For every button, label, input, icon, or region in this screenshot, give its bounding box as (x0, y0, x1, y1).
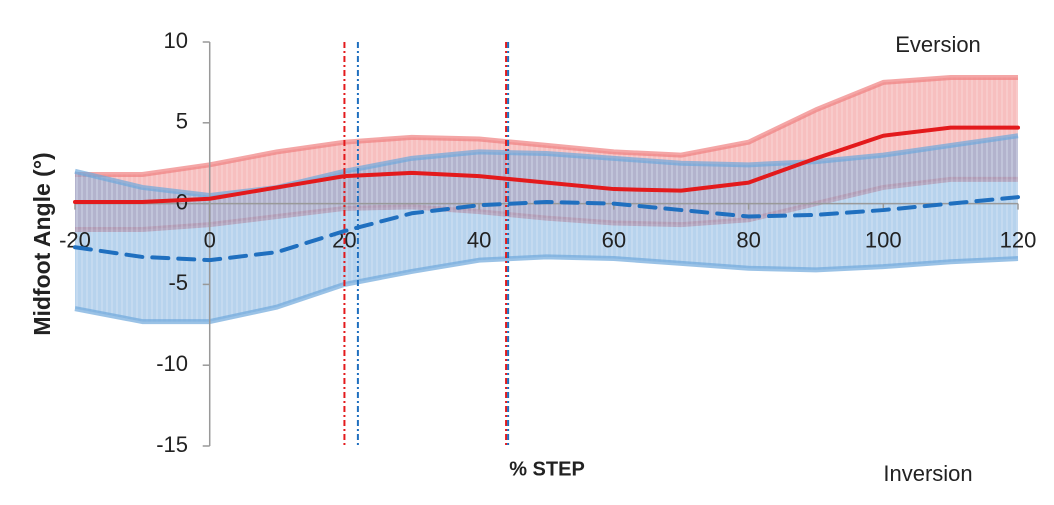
band-edge (74, 133, 1019, 199)
y-tick-label: -5 (168, 270, 188, 295)
x-tick-label: 80 (736, 227, 760, 252)
x-tick-label: 0 (204, 227, 216, 252)
annotation: Inversion (883, 461, 972, 486)
x-axis-label: % STEP (509, 458, 585, 480)
annotation: Eversion (895, 32, 981, 57)
x-tick-label: 100 (865, 227, 902, 252)
band-edge (74, 254, 1019, 325)
band-edge (75, 75, 1018, 178)
x-tick-label: 40 (467, 227, 491, 252)
x-tick-label: 120 (1000, 227, 1037, 252)
y-tick-label: 10 (164, 28, 188, 53)
y-axis-label: Midfoot Angle (°) (29, 152, 55, 335)
y-tick-label: -15 (156, 432, 188, 457)
x-tick-label: 60 (602, 227, 626, 252)
mean-line (73, 125, 1020, 204)
y-tick-label: 5 (176, 109, 188, 134)
mean-line (73, 195, 1020, 263)
y-tick-label: -10 (156, 351, 188, 376)
